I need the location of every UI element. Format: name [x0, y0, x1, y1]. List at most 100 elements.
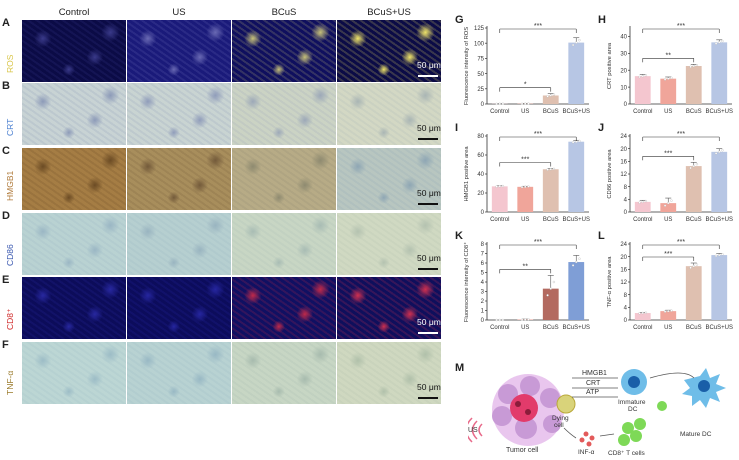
bar	[711, 42, 728, 104]
data-point	[501, 102, 505, 105]
y-axis-label: Fluorescence intensity of ROS	[464, 27, 470, 105]
x-tick-label: BCuS	[686, 325, 702, 331]
micrograph-hmgb1-2	[232, 148, 336, 210]
data-point	[718, 253, 721, 257]
mature-dc	[682, 368, 726, 408]
scale-bar	[418, 75, 438, 77]
micrograph-cd86-3	[337, 213, 441, 275]
bar	[634, 201, 651, 212]
y-tick-label: 40	[620, 35, 627, 41]
y-tick-label: 125	[474, 26, 485, 32]
data-point	[552, 93, 556, 96]
y-tick-label: 50	[477, 72, 484, 78]
y-tick-label: 4	[624, 198, 628, 204]
micrograph-crt-3	[337, 83, 441, 145]
micrograph-crt-2	[232, 83, 336, 145]
inf-label: INF-α	[578, 449, 595, 456]
scale-label: 50 μm	[417, 382, 441, 392]
y-tick-label: 12	[620, 172, 627, 178]
significance-label: ***	[677, 23, 685, 30]
row-label-c: HMGB1	[5, 170, 15, 201]
panel-letter-b: B	[2, 80, 10, 92]
scale-bar	[418, 397, 438, 399]
micrograph-cd86-0	[22, 213, 126, 275]
data-point	[667, 77, 670, 80]
data-point	[641, 311, 644, 315]
data-point	[721, 253, 724, 256]
data-point	[670, 76, 673, 79]
significance-label: **	[523, 263, 529, 270]
y-tick-label: 0	[481, 102, 485, 108]
bar	[542, 288, 559, 320]
data-point	[498, 102, 501, 105]
micrograph-cd8-1	[127, 277, 231, 339]
y-tick-label: 60	[477, 153, 484, 159]
y-axis-label: CD86 positive area	[607, 149, 613, 199]
y-tick-label: 20	[477, 191, 484, 197]
t-cells-label: CD8⁺ T cells	[608, 450, 646, 457]
data-point	[644, 311, 648, 314]
y-axis-label: HMGB1 positive area	[464, 146, 470, 202]
data-point	[663, 204, 667, 207]
significance-label: ***	[664, 251, 672, 258]
y-tick-label: 25	[477, 87, 484, 93]
dying-label-2: cell	[554, 422, 564, 429]
data-point	[495, 318, 498, 322]
bar	[685, 266, 702, 320]
hmgb1-label: HMGB1	[582, 370, 607, 377]
data-point	[552, 280, 556, 284]
data-point	[520, 318, 524, 321]
micrograph-crt-0	[22, 83, 126, 145]
data-point	[501, 318, 505, 322]
x-tick-label: US	[664, 325, 672, 331]
x-tick-label: BCuS	[543, 217, 559, 223]
micrograph-hmgb1-0	[22, 148, 126, 210]
inf-molecules	[579, 431, 595, 447]
y-tick-label: 8	[624, 293, 628, 299]
micrograph-hmgb1-1	[127, 148, 231, 210]
row-label-f: TNF-α	[5, 370, 15, 395]
x-tick-label: BCuS+US	[705, 109, 733, 115]
antigen-dot	[657, 401, 667, 411]
micrograph-ros-3	[337, 20, 441, 82]
scale-bar	[418, 203, 438, 205]
mature-dc-label: Mature DC	[680, 431, 712, 438]
data-point	[546, 95, 549, 98]
data-point	[549, 94, 552, 97]
scale-label: 50 μm	[417, 188, 441, 198]
data-point	[718, 150, 721, 153]
micrograph-ros-0	[22, 20, 126, 82]
data-point	[571, 141, 575, 144]
panel-letter-c: C	[2, 145, 10, 157]
significance-label: ***	[534, 23, 542, 30]
data-point	[501, 184, 505, 188]
x-tick-label: Control	[633, 325, 652, 331]
data-point	[692, 64, 695, 68]
y-tick-label: 0	[624, 318, 628, 324]
data-point	[641, 74, 644, 78]
y-tick-label: 4	[481, 280, 485, 286]
significance-label: ***	[664, 150, 672, 157]
bar	[568, 262, 585, 320]
data-point	[714, 152, 718, 155]
y-tick-label: 1	[481, 309, 485, 315]
data-point	[721, 149, 724, 152]
x-tick-label: BCuS	[543, 109, 559, 115]
x-tick-label: Control	[633, 109, 652, 115]
data-point	[667, 309, 670, 313]
significance-label: ***	[534, 239, 542, 246]
panel-letter-h: H	[598, 14, 606, 26]
panel-letter-d: D	[2, 210, 10, 222]
y-tick-label: 0	[481, 210, 485, 216]
cd8-t-cells	[618, 418, 646, 446]
y-tick-label: 75	[477, 57, 484, 63]
data-point	[689, 166, 692, 170]
micrograph-tnf-2	[232, 342, 336, 404]
y-tick-label: 8	[624, 185, 628, 191]
bar	[634, 76, 651, 104]
data-point	[546, 168, 549, 171]
data-point	[578, 139, 581, 143]
immature-dc-label: Immature	[618, 399, 646, 406]
data-point	[578, 257, 581, 260]
y-tick-label: 12	[620, 280, 627, 286]
